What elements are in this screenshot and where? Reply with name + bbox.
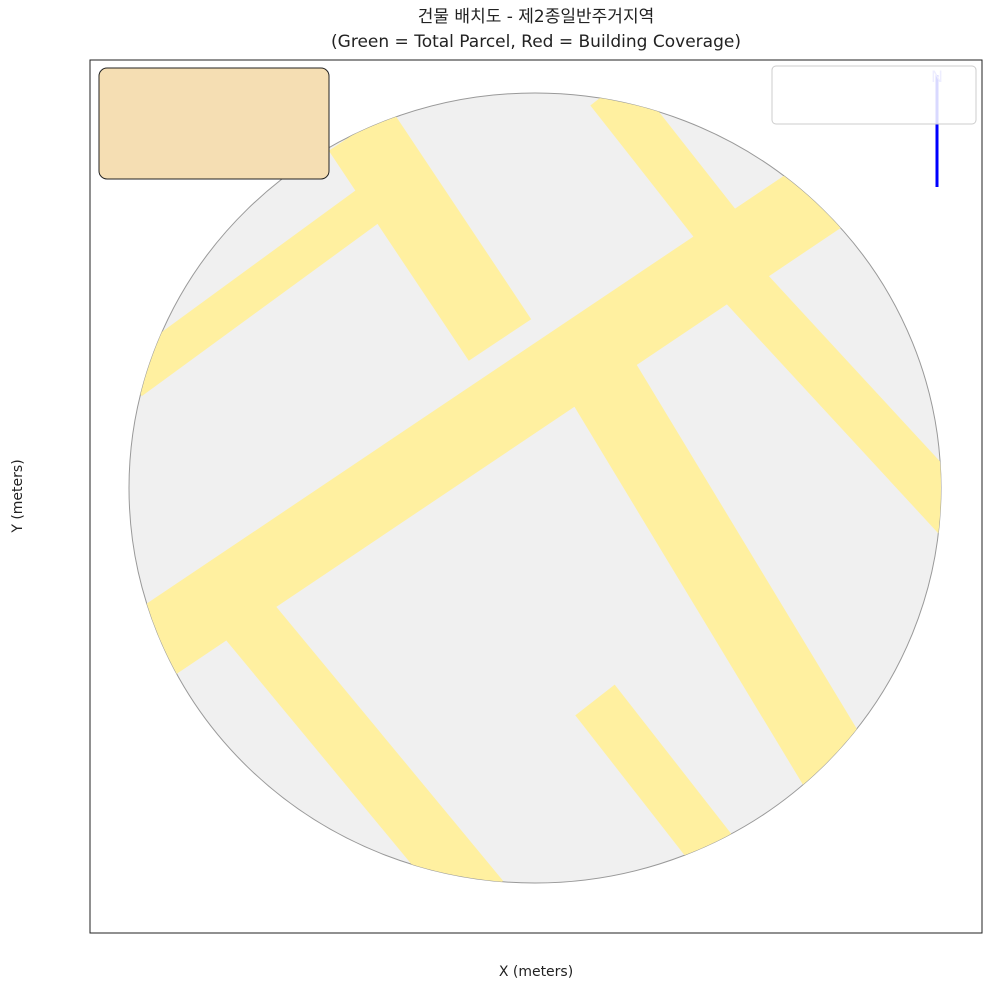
y-axis-label: Y (meters) [10,459,26,533]
site-context [128,92,942,884]
annotation-box [98,67,330,180]
roads [129,93,941,883]
legend [771,65,977,125]
x-axis-label: X (meters) [499,964,573,980]
plot-frame [89,59,983,934]
chart-title: 건물 배치도 - 제2종일반주거지역 [418,7,654,27]
chart-subtitle: (Green = Total Parcel, Red = Building Co… [331,32,741,52]
